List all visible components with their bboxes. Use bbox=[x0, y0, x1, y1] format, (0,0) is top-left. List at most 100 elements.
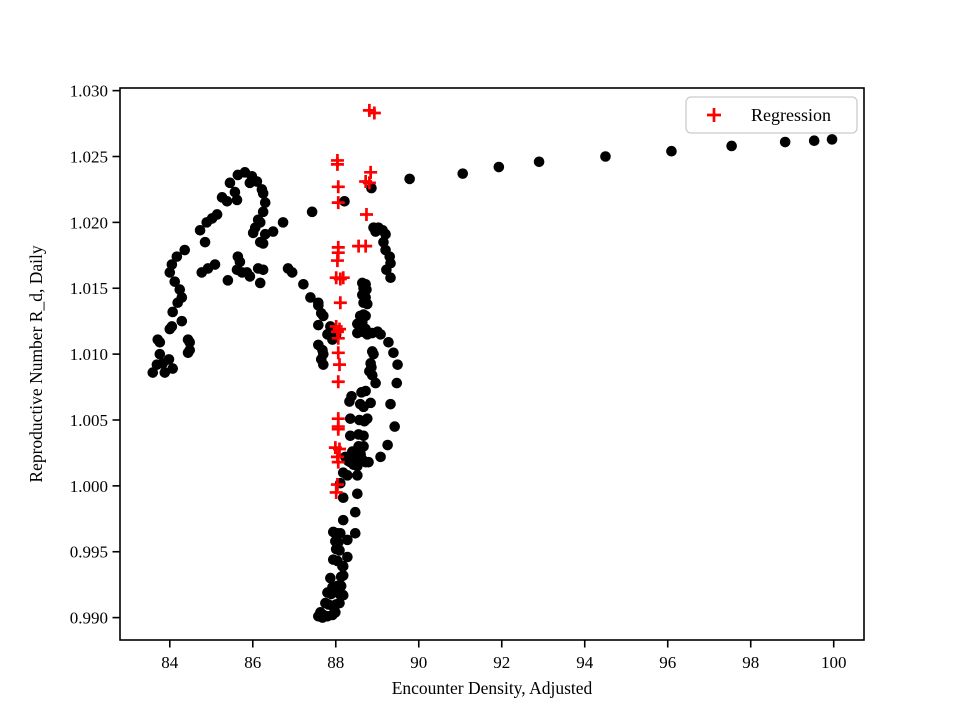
data-point bbox=[337, 570, 349, 581]
x-axis-ticks: 84 86 88 90 92 94 96 98 100 bbox=[161, 640, 846, 672]
x-tick-label: 90 bbox=[410, 653, 427, 672]
data-point bbox=[352, 488, 363, 500]
x-tick-label: 86 bbox=[244, 653, 261, 672]
data-point bbox=[325, 572, 336, 584]
data-point bbox=[363, 456, 374, 468]
data-point bbox=[368, 348, 379, 360]
data-point bbox=[164, 323, 176, 335]
data-point bbox=[344, 430, 356, 442]
data-point bbox=[366, 182, 377, 194]
data-point bbox=[826, 134, 838, 145]
regression-marker bbox=[331, 331, 345, 345]
data-point bbox=[257, 188, 269, 199]
data-point bbox=[254, 277, 266, 289]
y-tick-label: 1.005 bbox=[70, 411, 108, 430]
regression-marker bbox=[333, 358, 347, 372]
x-axis-label: Encounter Density, Adjusted bbox=[392, 678, 593, 698]
data-point bbox=[370, 377, 381, 389]
data-point bbox=[337, 514, 349, 526]
data-point bbox=[169, 276, 181, 287]
y-tick-label: 1.015 bbox=[70, 279, 108, 298]
regression-plus-icon bbox=[707, 108, 721, 122]
data-point bbox=[375, 451, 386, 463]
data-point bbox=[313, 297, 324, 309]
data-point bbox=[335, 580, 347, 592]
data-point bbox=[257, 238, 269, 249]
regression-marker bbox=[331, 455, 345, 469]
data-point bbox=[167, 306, 178, 318]
data-point bbox=[159, 367, 171, 378]
data-point bbox=[171, 251, 183, 262]
data-point bbox=[249, 222, 261, 233]
regression-marker bbox=[331, 375, 345, 389]
data-point bbox=[166, 259, 178, 270]
y-tick-label: 1.010 bbox=[70, 345, 108, 364]
data-point bbox=[355, 448, 366, 460]
data-point bbox=[358, 430, 369, 442]
y-tick-label: 1.025 bbox=[70, 148, 108, 167]
data-point bbox=[388, 347, 399, 359]
legend-box bbox=[685, 96, 858, 134]
data-point bbox=[259, 197, 271, 208]
data-point bbox=[342, 534, 353, 546]
data-point bbox=[362, 298, 373, 310]
regression-marker bbox=[330, 254, 344, 268]
data-point bbox=[344, 396, 355, 407]
regression-marker bbox=[331, 346, 345, 360]
data-point bbox=[330, 607, 341, 618]
data-point bbox=[352, 470, 363, 481]
data-point bbox=[360, 385, 371, 397]
data-point bbox=[267, 226, 279, 237]
legend-entry-label: Regression bbox=[751, 105, 831, 125]
data-point bbox=[211, 209, 223, 220]
data-point bbox=[257, 206, 269, 218]
data-point bbox=[317, 612, 328, 623]
x-tick-label: 94 bbox=[576, 653, 594, 672]
data-point bbox=[222, 275, 234, 286]
data-point bbox=[391, 377, 403, 389]
data-point bbox=[382, 439, 393, 451]
data-points-series bbox=[147, 134, 838, 623]
data-point bbox=[808, 135, 820, 146]
data-point bbox=[375, 329, 386, 340]
data-point bbox=[174, 284, 186, 295]
y-tick-label: 1.020 bbox=[70, 213, 108, 232]
data-point bbox=[154, 348, 166, 360]
data-point bbox=[306, 206, 318, 218]
regression-marker bbox=[359, 239, 373, 253]
data-point bbox=[362, 413, 373, 424]
data-point bbox=[383, 336, 394, 348]
regression-marker bbox=[331, 196, 345, 210]
plot-area bbox=[120, 88, 864, 640]
data-point bbox=[779, 136, 791, 148]
data-point bbox=[337, 492, 349, 504]
regression-marker bbox=[331, 422, 345, 436]
regression-marker bbox=[362, 176, 376, 190]
data-point bbox=[334, 545, 345, 556]
data-point bbox=[163, 354, 175, 365]
data-point bbox=[533, 156, 545, 168]
data-point bbox=[244, 177, 256, 189]
regression-marker bbox=[330, 157, 344, 171]
data-point bbox=[404, 173, 415, 185]
axes-spines bbox=[119, 87, 865, 641]
data-point bbox=[184, 344, 196, 356]
data-point bbox=[224, 177, 236, 189]
y-axis-label: Reproductive Number R_d, Daily bbox=[26, 245, 46, 482]
data-point bbox=[349, 506, 361, 518]
data-point bbox=[325, 588, 337, 600]
x-tick-label: 92 bbox=[493, 653, 510, 672]
data-point bbox=[176, 315, 188, 327]
data-point bbox=[147, 367, 159, 378]
data-point bbox=[600, 151, 611, 162]
data-point bbox=[337, 589, 349, 601]
x-tick-label: 98 bbox=[742, 653, 759, 672]
data-point bbox=[231, 194, 243, 206]
regression-marker bbox=[336, 271, 350, 285]
data-point bbox=[370, 226, 381, 237]
y-tick-label: 1.000 bbox=[70, 477, 108, 496]
data-point bbox=[209, 259, 221, 270]
data-point bbox=[277, 217, 289, 228]
data-point bbox=[221, 195, 233, 207]
